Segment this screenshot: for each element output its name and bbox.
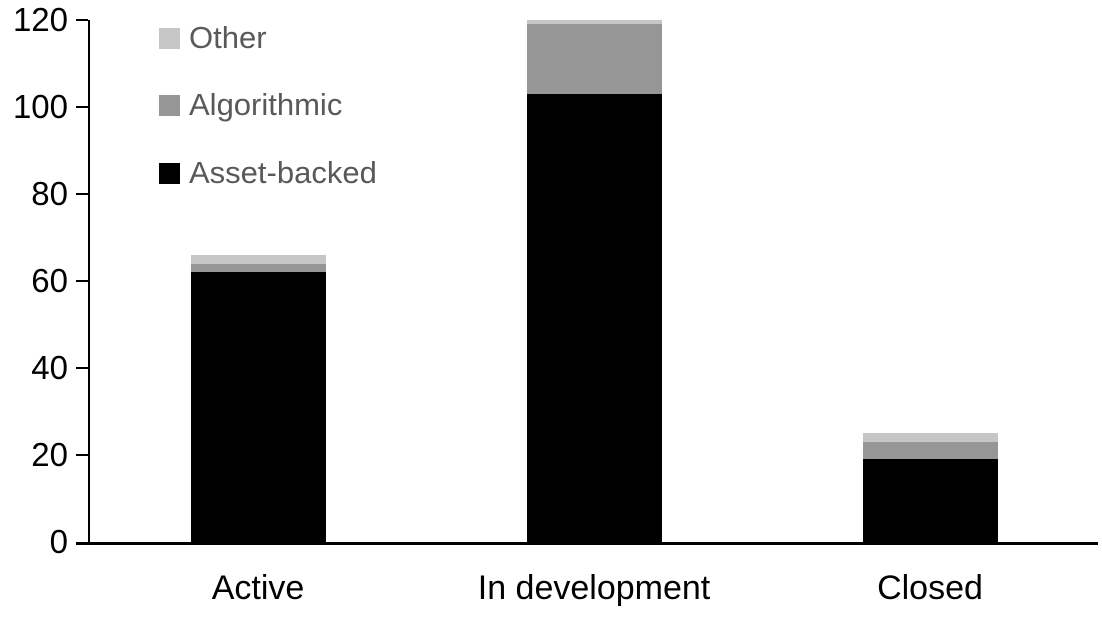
bar-segment-algorithmic [527,24,662,94]
bar-segment-asset-backed [863,459,998,542]
x-axis-category-label: In development [477,569,711,607]
y-axis-tick-label: 100 [12,88,68,125]
bar-segment-asset-backed [191,272,326,542]
legend-swatch-icon [159,94,180,116]
y-axis-tick-label: 120 [12,1,68,38]
y-axis-tick-label: 60 [31,262,68,299]
legend-item-other: Other [159,22,267,54]
x-axis-category-label: Active [211,569,305,607]
bar-segment-other [191,254,326,264]
legend-item-asset-backed: Asset-backed [159,157,377,189]
legend-label: Algorithmic [189,87,343,122]
y-axis-tick [76,454,88,456]
legend-swatch-icon [159,162,180,184]
y-axis-tick [76,193,88,195]
y-axis-tick-label: 0 [49,523,68,560]
y-axis-tick-label: 40 [31,349,68,386]
bar-segment-other [863,433,998,442]
bar-segment-other [527,20,662,25]
y-axis-tick [76,280,88,282]
legend-swatch-icon [159,27,180,49]
y-axis-tick [76,106,88,108]
y-axis-line [88,20,90,545]
legend-label: Other [189,20,267,55]
y-axis-tick [76,367,88,369]
bar-segment-algorithmic [863,441,998,460]
bar-segment-algorithmic [191,263,326,273]
y-axis-tick-label: 80 [31,175,68,212]
bar-segment-asset-backed [527,93,662,542]
y-axis-tick [76,19,88,21]
legend-label: Asset-backed [189,155,377,190]
legend-item-algorithmic: Algorithmic [159,89,342,121]
x-axis-line [76,542,1098,545]
y-axis-tick-label: 20 [31,436,68,473]
x-axis-category-label: Closed [877,569,983,607]
